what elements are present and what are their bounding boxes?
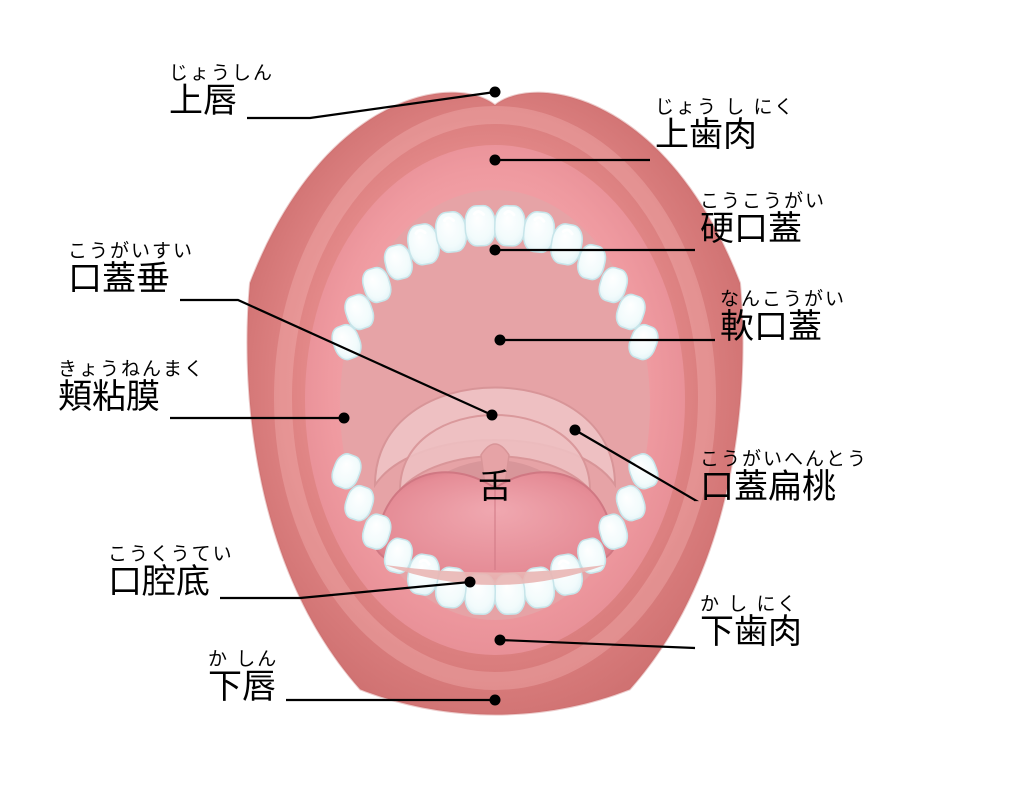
label-lower-lip-kanji: 下唇 (208, 670, 278, 706)
label-uvula: こうがいすい口蓋垂 (68, 242, 194, 298)
label-lower-lip-ruby: か しん (208, 650, 278, 670)
label-soft-palate-kanji: 軟口蓋 (720, 310, 846, 346)
anchor-buccal-mucosa (339, 413, 350, 424)
label-buccal-mucosa-ruby: きょうねんまく (58, 360, 205, 380)
label-tonsil-kanji: 口蓋扁桃 (700, 470, 868, 506)
label-hard-palate-kanji: 硬口蓋 (700, 212, 826, 248)
label-buccal-mucosa: きょうねんまく頬粘膜 (58, 360, 205, 416)
anchor-floor (465, 577, 476, 588)
tongue-label: 舌 (478, 468, 512, 506)
anchor-lower-lip (490, 695, 501, 706)
label-upper-gum-ruby: じょう し にく (655, 98, 795, 118)
anchor-hard-palate (490, 245, 501, 256)
label-buccal-mucosa-kanji: 頬粘膜 (58, 380, 205, 416)
label-upper-lip: じょうしん上唇 (169, 64, 274, 120)
anchor-upper-lip (490, 87, 501, 98)
anchor-tonsil (570, 425, 581, 436)
anchor-soft-palate (495, 335, 506, 346)
label-upper-lip-ruby: じょうしん (169, 64, 274, 84)
label-upper-gum-kanji: 上歯肉 (655, 118, 795, 154)
label-floor-kanji: 口腔底 (108, 565, 234, 601)
label-uvula-ruby: こうがいすい (68, 242, 194, 262)
label-hard-palate-ruby: こうこうがい (700, 192, 826, 212)
label-upper-lip-kanji: 上唇 (169, 84, 274, 120)
anchor-uvula (487, 410, 498, 421)
label-hard-palate: こうこうがい硬口蓋 (700, 192, 826, 248)
label-soft-palate-ruby: なんこうがい (720, 290, 846, 310)
label-floor-ruby: こうくうてい (108, 545, 234, 565)
label-lower-gum-ruby: か し にく (700, 595, 802, 615)
anchor-lower-gum (495, 635, 506, 646)
label-lower-lip: か しん下唇 (208, 650, 278, 706)
anchor-upper-gum (490, 155, 501, 166)
label-tonsil: こうがいへんとう口蓋扁桃 (700, 450, 868, 506)
label-soft-palate: なんこうがい軟口蓋 (720, 290, 846, 346)
label-floor: こうくうてい口腔底 (108, 545, 234, 601)
label-lower-gum-kanji: 下歯肉 (700, 615, 802, 651)
label-upper-gum: じょう し にく上歯肉 (655, 98, 795, 154)
label-tonsil-ruby: こうがいへんとう (700, 450, 868, 470)
label-lower-gum: か し にく下歯肉 (700, 595, 802, 651)
label-uvula-kanji: 口蓋垂 (68, 262, 194, 298)
